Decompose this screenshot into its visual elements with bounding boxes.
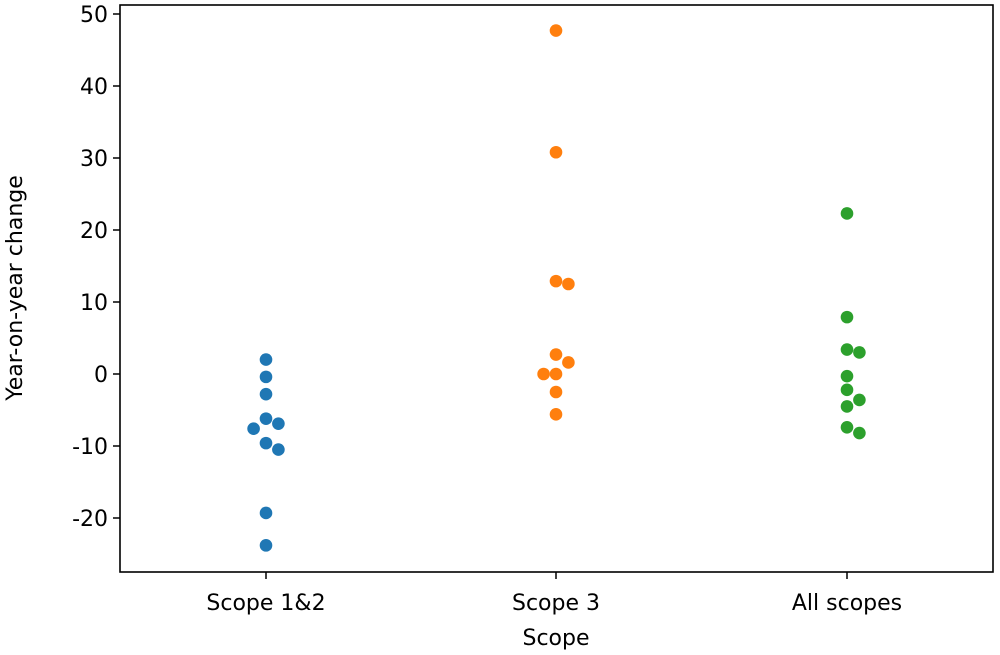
data-points [247, 24, 866, 552]
data-point [549, 367, 563, 381]
data-point [537, 367, 550, 381]
data-point [247, 422, 260, 436]
data-point [840, 383, 854, 397]
data-point [562, 356, 575, 369]
data-point [549, 408, 563, 421]
data-point [840, 310, 854, 324]
y-tick-label: 40 [80, 75, 108, 100]
y-axis-label: Year-on-year change [3, 175, 28, 402]
y-tick-label: 0 [94, 363, 108, 388]
x-axis: Scope 1&2 Scope 3 All scopes [206, 572, 902, 616]
data-point [853, 346, 866, 359]
data-point [259, 387, 273, 401]
data-point [259, 353, 273, 366]
data-point [549, 24, 563, 37]
y-axis: -20 -10 0 10 20 30 40 50 [72, 3, 120, 532]
x-tick-label: Scope 1&2 [206, 591, 325, 616]
y-tick-label: 10 [80, 291, 108, 316]
data-point [549, 385, 563, 399]
data-point [549, 145, 563, 159]
y-tick-label: 50 [80, 3, 108, 28]
data-point [562, 277, 575, 291]
y-tick-label: -20 [72, 507, 108, 532]
data-point [853, 393, 866, 407]
data-point [259, 436, 273, 450]
y-tick-label: 30 [80, 147, 108, 172]
data-point [259, 539, 273, 552]
y-tick-label: 20 [80, 219, 108, 244]
y-tick-label: -10 [72, 435, 108, 460]
x-tick-label: Scope 3 [512, 591, 600, 616]
data-point [840, 400, 854, 413]
data-point [272, 417, 285, 430]
data-point [840, 420, 854, 434]
data-point [259, 370, 273, 384]
data-point [840, 343, 854, 356]
data-point [853, 426, 866, 440]
plot-frame [119, 4, 994, 573]
data-point [259, 412, 273, 425]
data-point [840, 369, 854, 383]
x-tick-label: All scopes [792, 591, 902, 616]
data-point [259, 506, 273, 520]
data-point [840, 207, 854, 220]
data-point [549, 274, 563, 288]
data-point [272, 443, 285, 456]
data-point [549, 348, 563, 361]
x-axis-label: Scope [522, 626, 589, 651]
